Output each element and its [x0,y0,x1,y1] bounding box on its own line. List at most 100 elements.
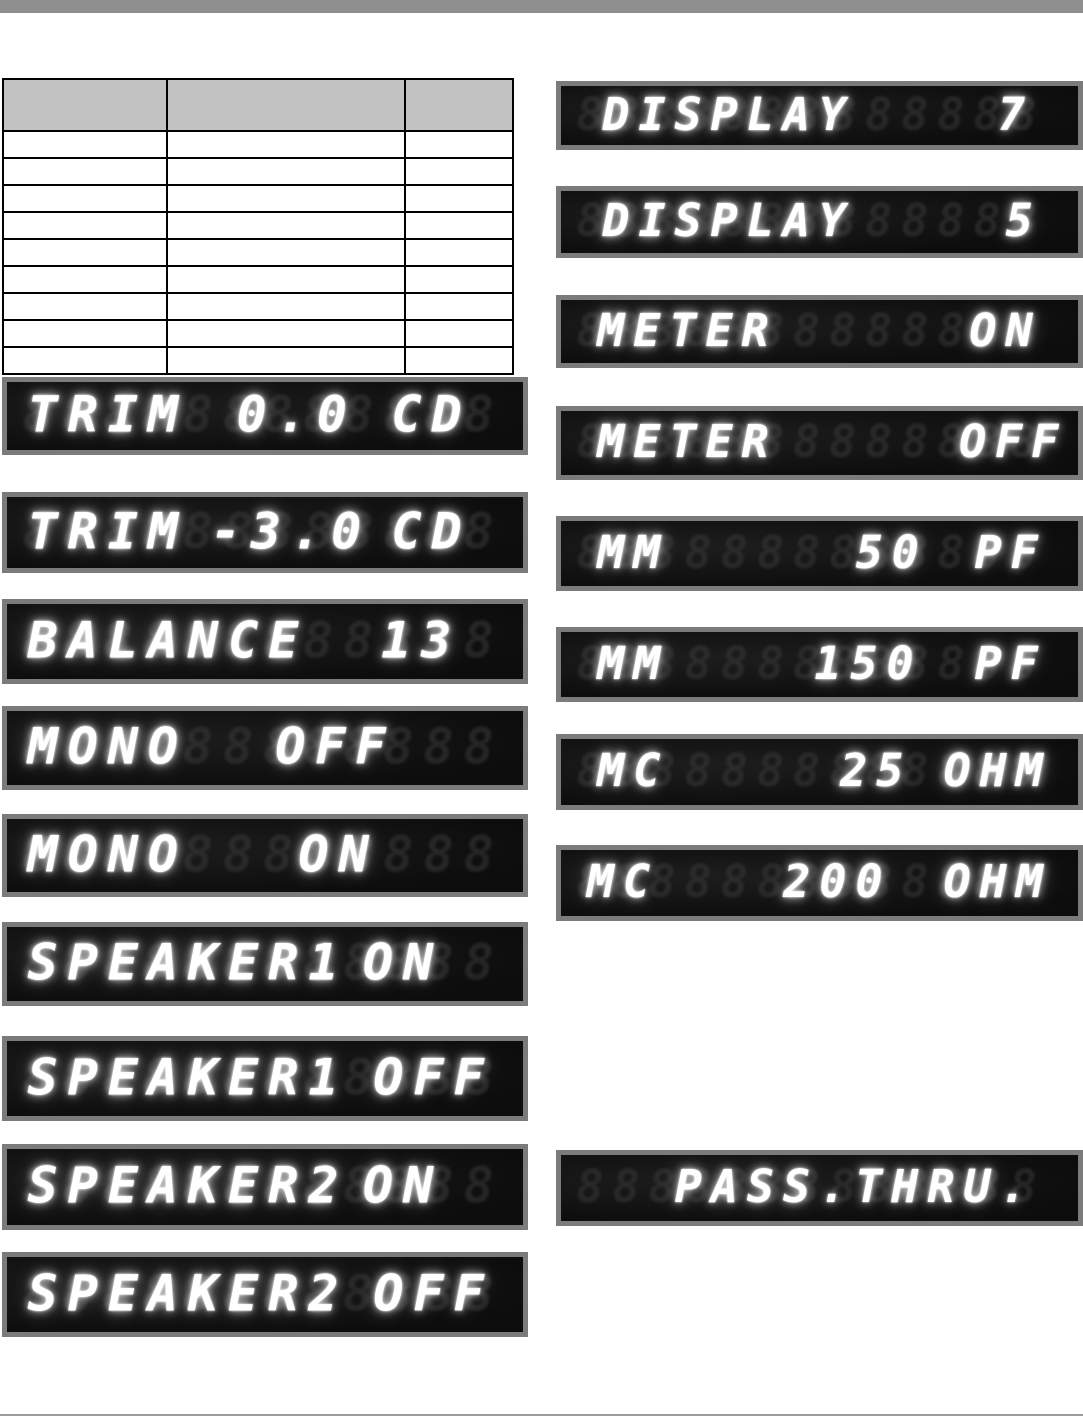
display-text-pass-thru-part0: PASS.THRU. [674,1159,1036,1213]
display-text-mono-on-part0: MONO [27,824,189,883]
table-cell [2,238,168,267]
settings-table [2,78,515,375]
display-text-mono-off-part0: MONO [27,717,189,776]
vfd-panel-meter-on: 8888888888888 METER ON [556,295,1083,368]
display-text-mm-50pf-part0: MM [597,525,670,579]
display-text-meter-on-part0: METER [597,303,778,357]
table-cell [2,157,168,186]
table-cell [165,157,406,186]
display-text-mc-200ohm-part1: 200 [783,854,892,908]
settings-table-body [2,130,515,375]
table-row [2,130,515,159]
display-text-speaker1-on-part0: SPEAKER1 [27,933,349,992]
table-cell [403,319,515,348]
page-header-bar [0,0,1083,13]
table-row [2,157,515,186]
display-text-mc-200ohm-part0: MC [586,854,660,908]
table-cell [165,184,406,213]
table-cell [2,319,168,348]
display-text-trim-cd-0db-part1: 0.0 [236,385,357,444]
table-row [2,211,515,240]
display-text-trim-cd-minus3db-part0: TRIM [27,501,189,560]
table-cell [165,130,406,159]
vfd-panel-pass-thru: 8888888888888 PASS.THRU. [556,1150,1083,1226]
display-text-meter-on-part1: ON [969,303,1042,357]
table-cell [403,157,515,186]
vfd-panel-speaker2-off: 888888888888 SPEAKER2 OFF [2,1252,528,1337]
table-row [2,184,515,213]
vfd-panel-speaker1-off: 888888888888 SPEAKER1 OFF [2,1036,528,1121]
vfd-panel-balance-13: 888888888888 BALANCE 13 [2,599,528,684]
table-cell [403,184,515,213]
display-text-speaker2-off-part1: OFF [373,1263,494,1322]
vfd-panel-mm-150pf: 8888888888888 MM 150 PF [556,627,1083,702]
table-row [2,319,515,348]
ghost-segments: 888888888888 [22,385,504,444]
vfd-panel-mm-50pf: 8888888888888 MM 50 PF [556,516,1083,591]
ghost-segments: 888888888888 [22,824,504,883]
table-cell [403,292,515,321]
vfd-panel-display-5: 8888888888888 DISPLAY 5 [556,186,1083,258]
table-cell [403,265,515,294]
ghost-segments: 8888888888888 [576,303,1046,357]
table-row [2,346,515,375]
display-text-mm-150pf-part2: PF [974,636,1047,690]
display-text-display-5-part1: 5 [1005,193,1042,247]
ghost-segments: 888888888888 [22,501,504,560]
ghost-segments: 8888888888888 [576,87,1046,141]
display-text-mm-50pf-part2: PF [974,525,1047,579]
ghost-segments: 8888888888888 [576,1159,1046,1213]
vfd-panel-trim-cd-0db: 888888888888 TRIM 0.0 CD [2,377,528,455]
ghost-segments: 8888888888888 [576,525,1046,579]
ghost-segments: 8888888888888 [576,193,1046,247]
display-text-trim-cd-0db-part0: TRIM [27,385,189,444]
table-cell [2,346,168,375]
table-header-cell [403,78,515,132]
table-header-cell [2,78,168,132]
display-text-display-5-part0: DISPLAY [602,193,856,247]
table-row [2,292,515,321]
display-text-speaker2-off-part0: SPEAKER2 [27,1263,349,1322]
display-text-balance-13-part1: 13 [381,610,462,669]
vfd-panel-speaker1-on: 888888888888 SPEAKER1 ON [2,922,528,1006]
table-cell [2,130,168,159]
ghost-segments: 888888888888 [22,1156,504,1215]
ghost-segments: 888888888888 [22,610,504,669]
vfd-panel-trim-cd-minus3db: 888888888888 TRIM -3.0 CD [2,492,528,573]
table-cell [165,238,406,267]
table-header-row [2,78,515,132]
display-text-mono-on-part1: ON [298,824,379,883]
display-text-mm-150pf-part1: 150 [814,636,923,690]
table-cell [165,292,406,321]
display-text-display-7-part0: DISPLAY [602,87,856,141]
ghost-segments: 888888888888 [22,1263,504,1322]
display-text-trim-cd-0db-part2: CD [391,385,472,444]
table-cell [165,265,406,294]
display-text-mc-25ohm-part0: MC [597,743,670,797]
display-text-display-7-part1: 7 [997,87,1034,141]
ghost-segments: 8888888888888 [576,414,1046,468]
display-text-speaker1-off-part1: OFF [373,1047,494,1106]
display-text-mm-150pf-part0: MM [597,636,670,690]
vfd-panel-mc-200ohm: 8888888888888 MC 200 OHM [556,845,1083,921]
display-text-mono-off-part1: OFF [275,717,396,776]
vfd-panel-mono-on: 888888888888 MONO ON [2,814,528,897]
display-text-speaker2-on-part1: ON [363,1156,444,1215]
ghost-segments: 8888888888888 [576,854,1046,908]
display-text-trim-cd-minus3db-part1: -3.0 [210,501,372,560]
ghost-segments: 8888888888888 [576,636,1046,690]
vfd-panel-meter-off: 8888888888888 METER OFF [556,406,1083,480]
display-text-mc-25ohm-part1: 25 [840,743,913,797]
table-row [2,265,515,294]
table-cell [2,184,168,213]
table-cell [165,346,406,375]
table-cell [2,292,168,321]
display-text-mm-50pf-part1: 50 [855,525,928,579]
table-cell [165,319,406,348]
table-cell [2,211,168,240]
table-cell [2,265,168,294]
display-text-mc-25ohm-part2: OHM [943,743,1052,797]
display-text-meter-off-part1: OFF [959,414,1068,468]
display-text-mc-200ohm-part2: OHM [943,854,1052,908]
